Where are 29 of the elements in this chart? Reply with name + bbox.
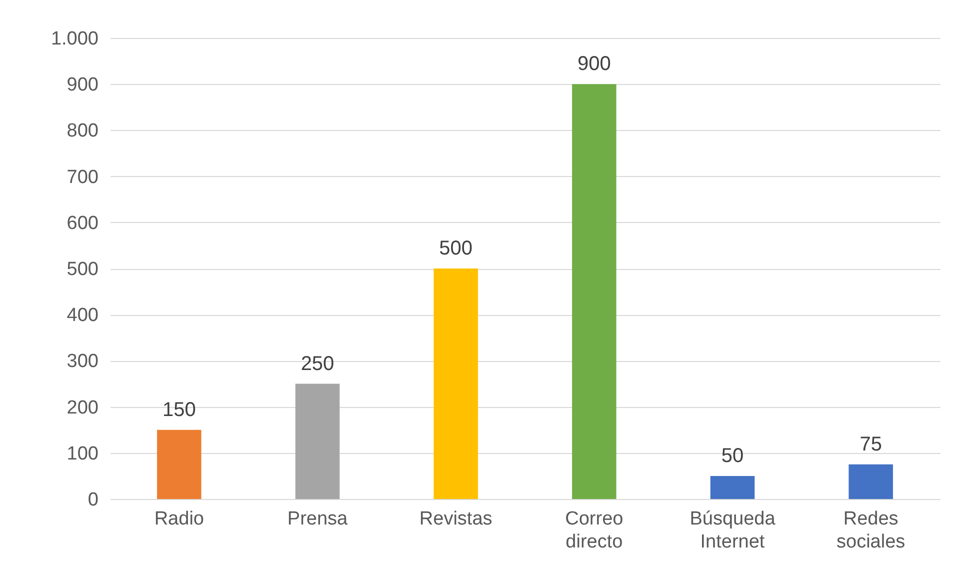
y-tick-label: 400 xyxy=(66,305,98,326)
x-tick-label: Prensa xyxy=(287,508,348,530)
bar xyxy=(572,84,616,499)
y-tick-label: 100 xyxy=(66,443,98,464)
data-label: 500 xyxy=(439,238,473,260)
y-tick-label: 1.000 xyxy=(50,28,98,50)
y-tick-label: 700 xyxy=(66,166,98,188)
y-tick-label: 500 xyxy=(66,259,98,280)
y-tick-label: 300 xyxy=(66,351,98,372)
x-tick-label: Redes sociales xyxy=(836,508,906,552)
data-label: 150 xyxy=(162,398,196,421)
y-tick-label: 200 xyxy=(66,397,98,418)
bar xyxy=(848,464,893,499)
data-label: 75 xyxy=(860,433,882,456)
y-tick-label: 900 xyxy=(66,74,98,96)
data-label: 900 xyxy=(577,53,611,76)
x-tick-label: Revistas xyxy=(419,508,492,530)
bar xyxy=(434,268,478,499)
bar xyxy=(157,430,202,499)
x-tick-label: Correo directo xyxy=(565,508,624,552)
y-tick-label: 0 xyxy=(88,490,98,510)
data-label: 250 xyxy=(300,352,334,375)
bar xyxy=(295,384,340,499)
data-label: 50 xyxy=(721,444,744,467)
y-tick-label: 600 xyxy=(66,212,98,234)
bar xyxy=(710,476,755,499)
x-tick-label: Radio xyxy=(154,508,204,530)
x-tick-label: Búsqueda Internet xyxy=(690,508,776,552)
y-tick-label: 800 xyxy=(66,120,98,142)
